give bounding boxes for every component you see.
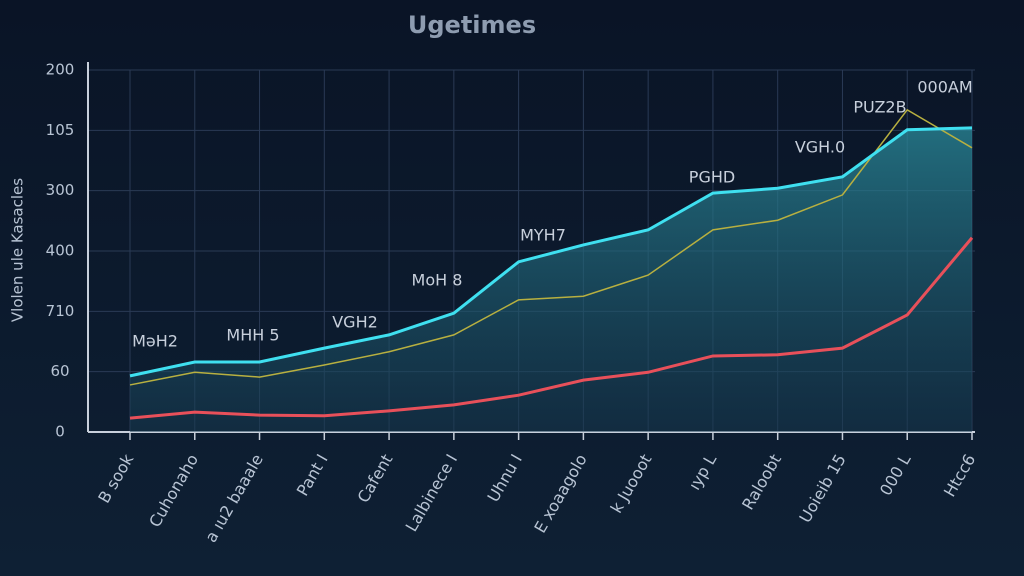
y-tick-label: 0 [55,423,65,441]
y-tick-label: 60 [50,362,69,380]
y-tick-label: 300 [46,181,75,199]
y-tick-label: 105 [46,121,75,139]
line-series [129,108,973,386]
line-series [129,236,974,420]
annotation: MYH7 [520,226,566,245]
annotation: VGH2 [332,313,378,332]
annotation: VGH.0 [795,138,845,157]
y-tick-label: 400 [46,242,75,260]
chart-title: Ugetimes [408,11,536,39]
y-axis-label: Vlolen ule Kasacles [9,178,27,322]
y-tick-label: 710 [46,302,75,320]
annotation: MəH2 [132,332,178,351]
annotation: MoH 8 [412,271,463,290]
line-series [129,126,973,378]
annotation: PUZ2B [853,98,906,117]
annotation: MHH 5 [226,326,279,345]
y-tick-label: 200 [46,61,75,79]
annotation: PGHD [689,168,735,187]
annotation: 000AM [917,78,972,97]
